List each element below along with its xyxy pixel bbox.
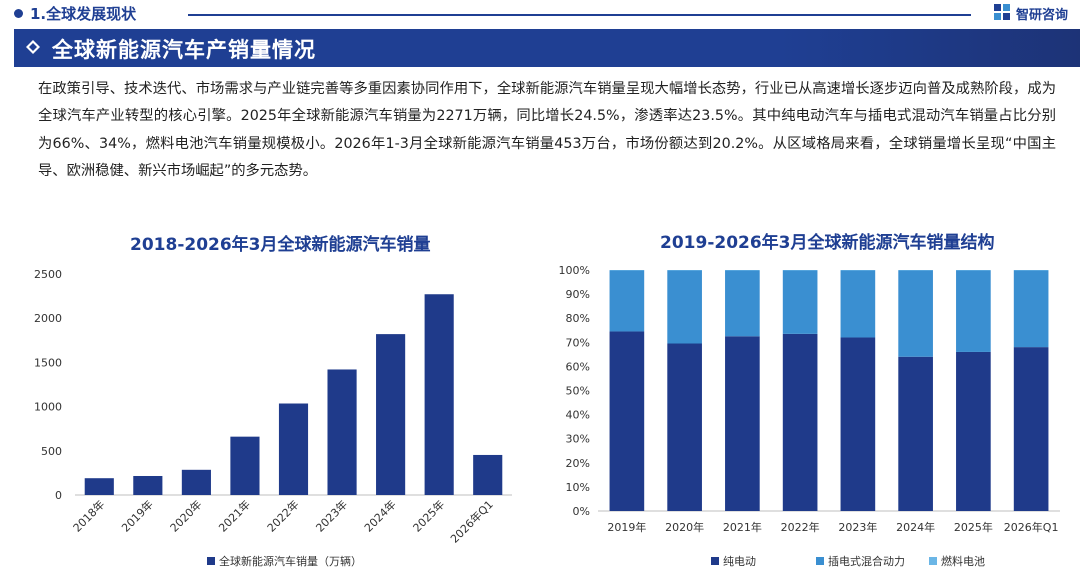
phev-bar-segment — [782, 270, 818, 334]
y-tick-label: 10% — [566, 481, 590, 494]
bullet-dot-icon — [14, 9, 23, 18]
y-tick-label: 2500 — [34, 268, 62, 281]
section-header: 1.全球发展现状 智研咨询 — [0, 0, 1080, 28]
phev-bar-segment — [956, 270, 991, 352]
phev-bar-segment — [898, 270, 933, 357]
x-tick-label: 2022年 — [781, 520, 820, 534]
x-tick-label: 2024年 — [361, 497, 398, 534]
phev-bar-segment — [609, 270, 645, 332]
y-tick-label: 40% — [566, 409, 590, 422]
y-tick-label: 70% — [566, 336, 590, 349]
x-tick-label: 2025年 — [954, 520, 993, 534]
y-tick-label: 20% — [566, 457, 590, 470]
x-tick-label: 2020年 — [167, 497, 204, 534]
y-tick-label: 30% — [566, 433, 590, 446]
bar — [181, 469, 211, 495]
bev-bar-segment — [898, 356, 933, 511]
x-tick-label: 2026年Q1 — [447, 497, 496, 546]
section-divider — [188, 14, 971, 16]
body-paragraph: 在政策引导、技术迭代、市场需求与产业链完善等多重因素协同作用下，全球新能源汽车销… — [38, 81, 1056, 180]
bev-bar-segment — [956, 351, 991, 511]
x-tick-label: 2018年 — [70, 497, 107, 534]
y-tick-label: 60% — [566, 360, 590, 373]
y-tick-label: 90% — [566, 288, 590, 301]
legend-label: 纯电动 — [723, 555, 756, 568]
diamond-icon — [26, 40, 40, 54]
legend-label: 燃料电池 — [941, 554, 985, 568]
bev-bar-segment — [1013, 347, 1049, 511]
chart2-title: 2019-2026年3月全球新能源汽车销量结构 — [660, 233, 995, 253]
legend-swatch — [929, 557, 937, 565]
legend-swatch — [816, 557, 824, 565]
x-tick-label: 2025年 — [410, 497, 447, 534]
x-tick-label: 2019年 — [118, 497, 155, 534]
y-tick-label: 80% — [566, 312, 590, 325]
y-tick-label: 50% — [566, 385, 590, 398]
x-tick-label: 2020年 — [665, 520, 704, 534]
y-tick-label: 0 — [55, 489, 62, 502]
bar — [376, 334, 406, 495]
legend-swatch — [711, 557, 719, 565]
legend-label: 插电式混合动力 — [828, 554, 905, 568]
x-tick-label: 2024年 — [896, 520, 935, 534]
legend-swatch — [207, 557, 215, 565]
bev-bar-segment — [725, 336, 760, 511]
phev-bar-segment — [725, 270, 760, 337]
bar — [473, 454, 503, 495]
x-tick-label: 2021年 — [723, 520, 762, 534]
phev-bar-segment — [1013, 270, 1049, 348]
y-tick-label: 100% — [559, 264, 590, 277]
bev-bar-segment — [840, 337, 876, 511]
zhiyan-logo-icon — [994, 4, 1010, 20]
y-tick-label: 500 — [41, 445, 62, 458]
sales-bar-chart: 0 500 1000 1500 2000 2500 2018年 2019年 2020年 2021年… — [34, 268, 512, 568]
banner-title: 全球新能源汽车产销量情况 — [52, 38, 316, 62]
y-tick-label: 0% — [573, 505, 590, 518]
phev-bar-segment — [840, 270, 876, 338]
y-tick-label: 1500 — [34, 356, 62, 369]
x-tick-label: 2023年 — [838, 520, 877, 534]
legend-label: 全球新能源汽车销量（万辆） — [219, 554, 362, 568]
x-tick-label: 2022年 — [264, 497, 301, 534]
title-banner: 全球新能源汽车产销量情况 — [14, 29, 1080, 67]
bev-bar-segment — [609, 331, 645, 511]
x-tick-label: 2019年 — [607, 520, 646, 534]
phev-bar-segment — [667, 270, 702, 344]
y-tick-label: 2000 — [34, 312, 62, 325]
bar — [84, 478, 114, 495]
y-tick-label: 1000 — [34, 401, 62, 414]
bar — [278, 403, 309, 495]
bar — [327, 369, 357, 495]
x-tick-label: 2021年 — [216, 497, 253, 534]
bev-bar-segment — [667, 343, 702, 511]
bar — [230, 436, 260, 495]
bev-bar-segment — [782, 333, 818, 511]
section-title: 1.全球发展现状 — [30, 5, 137, 23]
chart1-title: 2018-2026年3月全球新能源汽车销量 — [130, 235, 431, 255]
bar — [424, 294, 454, 495]
brand-name: 智研咨询 — [1016, 8, 1069, 23]
x-tick-label: 2023年 — [313, 497, 350, 534]
x-tick-label: 2026年Q1 — [1004, 520, 1059, 534]
bar — [133, 475, 163, 495]
structure-stacked-chart: 0% 10% 20% 30% 40% 50% 60% 70% 80% 90% 100% 2019年 20… — [559, 264, 1060, 568]
